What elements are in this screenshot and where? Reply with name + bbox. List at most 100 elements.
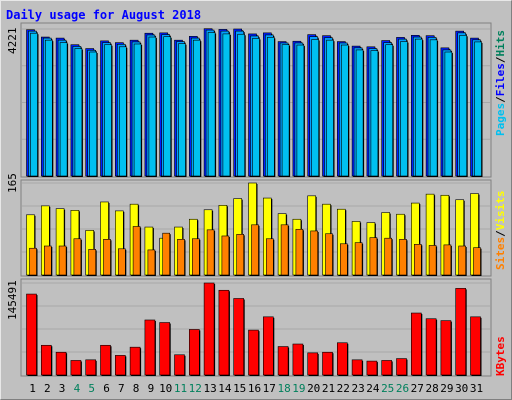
- sites-bar-4: [73, 238, 82, 276]
- pages-bar-25: [385, 44, 394, 177]
- pages-bar-26: [400, 41, 408, 177]
- sites-bar-13: [206, 229, 215, 276]
- sites-bar-6: [103, 239, 111, 276]
- pages-bar-6: [104, 44, 112, 177]
- sites-bar-12: [192, 238, 200, 276]
- kbytes-bar-18: [277, 346, 289, 376]
- x-tick-label-22: 22: [337, 382, 350, 395]
- x-tick-label-24: 24: [366, 382, 380, 395]
- kbytes-bar-16: [248, 329, 259, 376]
- sites-bar-24: [369, 237, 378, 276]
- x-tick-label-16: 16: [248, 382, 261, 395]
- pages-bar-31: [474, 41, 482, 177]
- sites-bar-11: [177, 239, 185, 276]
- pages-bar-14: [222, 33, 231, 177]
- x-tick-label-30: 30: [455, 382, 468, 395]
- x-tick-label-17: 17: [263, 382, 276, 395]
- kbytes-bar-15: [233, 298, 244, 376]
- x-tick-label-28: 28: [425, 382, 438, 395]
- kbytes-bar-10: [159, 322, 170, 376]
- sites-bar-1: [29, 247, 37, 276]
- x-tick-label-9: 9: [148, 382, 155, 395]
- sites-bar-27: [413, 244, 422, 276]
- pages-bar-30: [459, 35, 468, 177]
- pages-bar-1: [30, 32, 38, 177]
- x-tick-label-13: 13: [203, 382, 216, 395]
- legend-hits: Hits: [494, 30, 507, 57]
- sites-bar-2: [43, 245, 52, 276]
- kbytes-bar-13: [203, 282, 215, 376]
- kbytes-bar-6: [100, 344, 111, 376]
- legend-sep-2: /: [494, 56, 507, 63]
- sites-bar-30: [458, 245, 467, 276]
- legend-visits: Visits: [494, 191, 507, 231]
- sites-bar-15: [236, 233, 244, 276]
- x-tick-label-19: 19: [292, 382, 305, 395]
- sites-bar-21: [325, 233, 333, 276]
- pages-bar-7: [119, 46, 127, 177]
- x-tick-label-6: 6: [103, 382, 110, 395]
- x-tick-label-12: 12: [189, 382, 202, 395]
- x-tick-label-20: 20: [307, 382, 320, 395]
- pages-bar-19: [296, 44, 305, 177]
- pages-bar-9: [148, 36, 157, 177]
- kbytes-bar-8: [129, 346, 141, 376]
- pages-bar-5: [89, 51, 97, 177]
- x-tick-label-7: 7: [118, 382, 125, 395]
- x-tick-label-11: 11: [174, 382, 187, 395]
- pages-bar-22: [340, 44, 349, 177]
- x-tick-label-25: 25: [381, 382, 394, 395]
- x-tick-label-3: 3: [59, 382, 66, 395]
- x-axis-labels: 1 2 3 4 5 6 7 8 9 10 11 12 13 14 15 16 17 18 19 20 21 22 23 24 2…: [29, 382, 483, 395]
- bottom-side-legend: KBytes: [494, 336, 507, 376]
- x-tick-label-18: 18: [277, 382, 290, 395]
- kbytes-bar-7: [115, 355, 126, 376]
- kbytes-bar-4: [70, 360, 82, 376]
- legend-sep-1: /: [494, 96, 507, 103]
- x-tick-label-27: 27: [411, 382, 424, 395]
- sites-bar-19: [295, 228, 304, 276]
- pages-bar-11: [178, 43, 186, 177]
- kbytes-bar-14: [218, 289, 230, 376]
- x-tick-label-4: 4: [74, 382, 81, 395]
- x-tick-label-5: 5: [88, 382, 95, 395]
- x-tick-label-15: 15: [233, 382, 246, 395]
- pages-bar-15: [237, 33, 245, 177]
- x-tick-label-2: 2: [44, 382, 51, 395]
- kbytes-bar-24: [366, 360, 378, 376]
- sites-bar-10: [162, 232, 170, 276]
- kbytes-bar-26: [396, 358, 407, 376]
- sites-bar-9: [147, 249, 156, 276]
- kbytes-bar-23: [351, 359, 363, 376]
- x-tick-label-10: 10: [159, 382, 172, 395]
- top-max-label: 4221: [6, 28, 19, 55]
- kbytes-bar-2: [40, 344, 52, 376]
- sites-bar-8: [132, 226, 141, 276]
- kbytes-bar-11: [174, 354, 185, 376]
- sites-bar-17: [265, 238, 274, 276]
- pages-bar-3: [59, 42, 68, 177]
- pages-bar-29: [444, 51, 453, 177]
- kbytes-bar-22: [336, 342, 348, 376]
- sites-bar-20: [310, 230, 319, 276]
- kbytes-bar-5: [85, 359, 96, 376]
- pages-bar-21: [326, 39, 334, 177]
- pages-bar-20: [311, 39, 320, 177]
- sites-bar-14: [221, 235, 230, 276]
- x-tick-label-1: 1: [29, 382, 36, 395]
- sites-bar-18: [280, 224, 289, 276]
- sites-bar-3: [58, 245, 67, 276]
- sites-bar-22: [339, 243, 348, 276]
- x-tick-label-29: 29: [440, 382, 453, 395]
- kbytes-bar-20: [307, 352, 319, 376]
- sites-bar-28: [428, 245, 437, 276]
- legend-files: Files: [494, 63, 507, 96]
- pages-bar-4: [74, 48, 83, 177]
- pages-bar-16: [252, 38, 260, 177]
- kbytes-bar-25: [381, 360, 393, 376]
- kbytes-bar-3: [55, 351, 67, 376]
- x-tick-label-8: 8: [133, 382, 140, 395]
- pages-bar-8: [133, 43, 142, 177]
